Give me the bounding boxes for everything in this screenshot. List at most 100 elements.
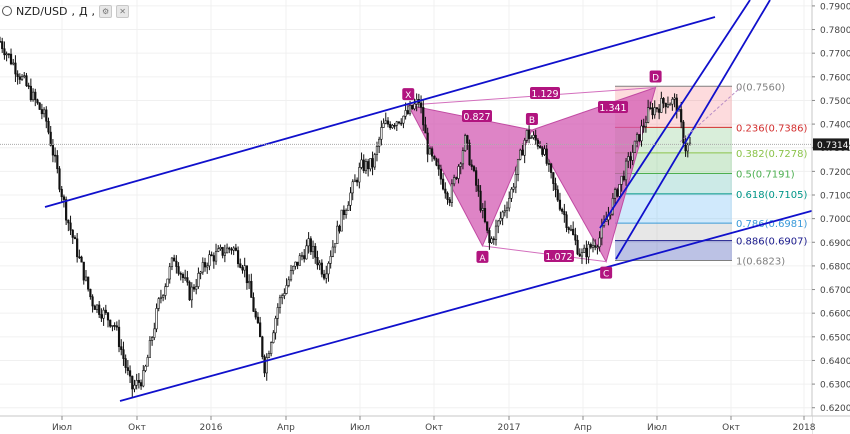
candle-body: [67, 219, 70, 224]
candle-body: [651, 107, 654, 116]
time-axis-label[interactable]: Апр: [574, 423, 592, 433]
price-axis-label[interactable]: 0.7700: [820, 50, 850, 60]
candle-body: [503, 210, 506, 213]
candle-body: [430, 148, 434, 157]
candle-body: [190, 286, 193, 301]
candle-body: [272, 332, 275, 343]
candle-body: [653, 107, 656, 116]
candle-body: [305, 245, 308, 260]
candle-body: [541, 147, 544, 155]
candle-body: [671, 98, 674, 105]
candle-body: [144, 365, 147, 371]
candle-body: [203, 262, 207, 268]
close-icon[interactable]: ✕: [116, 4, 130, 18]
candle-body: [580, 252, 584, 257]
candle-body: [164, 286, 167, 296]
candle-body: [448, 199, 451, 203]
candle-body: [426, 132, 429, 155]
time-axis-label[interactable]: Окт: [128, 423, 146, 433]
candle-body: [658, 108, 661, 113]
candle-body: [441, 178, 445, 190]
time-axis-label[interactable]: Июл: [647, 423, 667, 433]
pattern-ratio-box: [462, 110, 492, 122]
candle-body: [199, 271, 202, 274]
candle-body: [325, 273, 328, 279]
trend-channel-line: [44, 16, 716, 208]
price-axis-label[interactable]: 0.7200: [820, 168, 850, 178]
price-axis-label[interactable]: 0.6600: [820, 310, 850, 320]
candle-body: [483, 208, 487, 223]
candle-body: [508, 197, 511, 209]
candle-body: [550, 163, 553, 173]
symbol-name[interactable]: NZD/USD: [16, 4, 68, 18]
time-axis-label[interactable]: Июл: [350, 423, 370, 433]
candle-body: [184, 277, 187, 279]
price-axis-label[interactable]: 0.7900: [820, 2, 850, 12]
symbol-circle-icon: [2, 6, 12, 16]
price-axis-label[interactable]: 0.6300: [820, 381, 850, 391]
candle-body: [294, 261, 297, 267]
price-axis-label[interactable]: 0.6700: [820, 286, 850, 296]
interval-label[interactable]: Д: [78, 4, 88, 18]
candle-body: [16, 73, 19, 78]
candle-body: [598, 237, 601, 248]
candle-body: [519, 149, 522, 160]
candle-body: [18, 76, 21, 80]
candle-body: [206, 265, 209, 268]
candle-body: [146, 357, 149, 367]
candle-body: [1, 41, 4, 50]
price-axis-label[interactable]: 0.6400: [820, 357, 850, 367]
pattern-point-label: D: [652, 73, 659, 83]
candle-body: [82, 261, 85, 281]
candle-body: [124, 358, 127, 368]
price-axis-label[interactable]: 0.7500: [820, 97, 850, 107]
price-axis-label[interactable]: 0.7100: [820, 192, 850, 202]
time-axis-label[interactable]: Июл: [52, 423, 72, 433]
candle-body: [221, 247, 224, 256]
candle-body: [128, 370, 132, 377]
candle-body: [505, 207, 509, 211]
pattern-point-marker: [476, 250, 489, 263]
pattern-point-label: A: [479, 254, 486, 264]
candle-body: [230, 248, 233, 251]
candle-body: [393, 125, 396, 127]
price-axis-label[interactable]: 0.7400: [820, 121, 850, 131]
candle-body: [142, 370, 145, 387]
candle-body: [397, 121, 401, 124]
candle-body: [287, 279, 290, 286]
price-axis-label[interactable]: 0.6500: [820, 333, 850, 343]
pattern-ratio-box: [598, 101, 628, 113]
candle-body: [292, 266, 295, 271]
candle-body: [378, 138, 381, 147]
time-axis-label[interactable]: 2016: [200, 423, 223, 433]
price-axis-label[interactable]: 0.7000: [820, 215, 850, 225]
candle-body: [170, 257, 174, 268]
price-axis-label[interactable]: 0.6200: [820, 404, 850, 414]
candle-body: [234, 247, 237, 251]
price-axis-label[interactable]: 0.6900: [820, 239, 850, 249]
candle-body: [117, 326, 121, 347]
candle-body: [303, 255, 306, 260]
time-axis-label[interactable]: 2018: [793, 423, 816, 433]
candle-body: [5, 53, 8, 56]
candle-body: [635, 134, 639, 142]
candle-body: [80, 256, 83, 263]
candle-body: [457, 166, 460, 179]
fib-level-label: 0.382(0.7278): [736, 149, 808, 160]
candle-body: [23, 75, 26, 77]
candle-body: [186, 277, 189, 283]
candle-body: [468, 142, 471, 166]
price-axis-label[interactable]: 0.6800: [820, 262, 850, 272]
time-axis-label[interactable]: Окт: [425, 423, 443, 433]
price-axis-label[interactable]: 0.7800: [820, 26, 850, 36]
candle-body: [558, 199, 562, 210]
candle-body: [12, 62, 15, 65]
time-axis-label[interactable]: Окт: [722, 423, 740, 433]
gear-icon[interactable]: ⚙: [99, 4, 113, 18]
price-axis-label[interactable]: 0.7600: [820, 73, 850, 83]
time-axis-label[interactable]: Апр: [277, 423, 295, 433]
time-axis-label[interactable]: 2017: [498, 423, 521, 433]
candle-body: [162, 295, 165, 298]
